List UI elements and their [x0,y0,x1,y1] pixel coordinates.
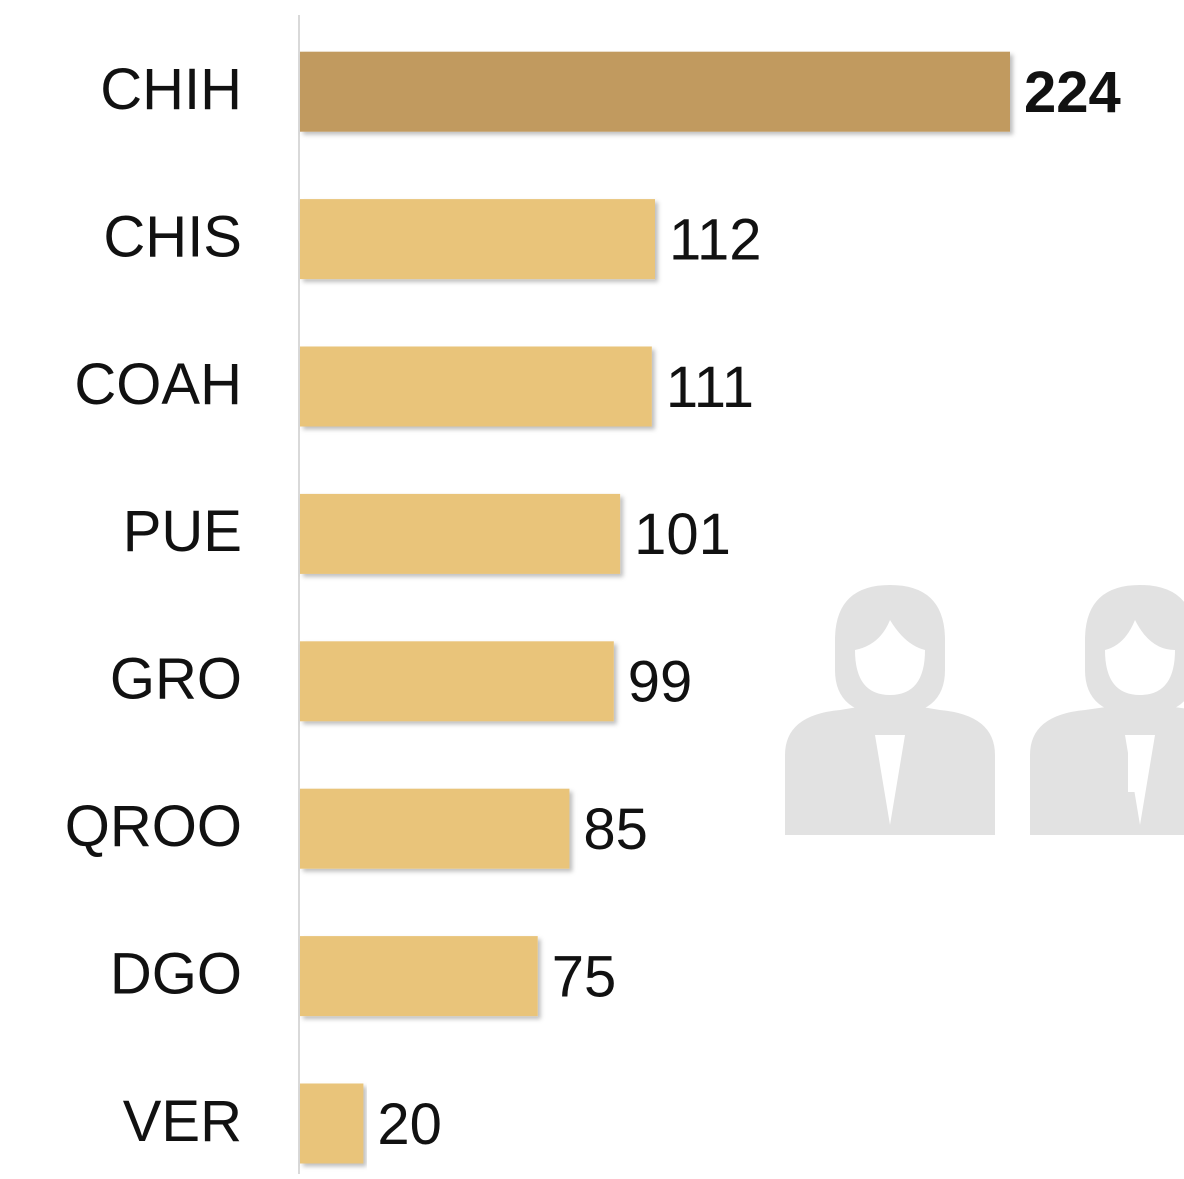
category-label: COAH [74,352,242,417]
value-label: 112 [669,207,761,272]
value-label: 85 [583,797,648,862]
category-label: DGO [110,941,242,1006]
value-label: 99 [628,650,693,715]
bar [300,936,538,1017]
value-label: 111 [666,355,754,420]
bar [300,346,652,427]
category-label: CHIH [100,57,242,122]
value-label: 20 [377,1092,442,1157]
category-label: GRO [110,647,242,712]
category-label: PUE [123,499,242,564]
value-label: 75 [552,944,617,1009]
bar [300,51,1010,132]
icon-detail [855,620,1175,792]
bar [300,788,570,869]
bar [300,493,621,574]
category-label: QROO [65,794,242,859]
bar [300,641,614,722]
bar [300,199,655,280]
bar [300,1083,364,1164]
category-label: VER [123,1089,242,1154]
category-label: CHIS [103,204,242,269]
people-icon [785,585,1184,835]
value-label: 101 [634,502,731,567]
value-label: 224 [1024,60,1121,125]
